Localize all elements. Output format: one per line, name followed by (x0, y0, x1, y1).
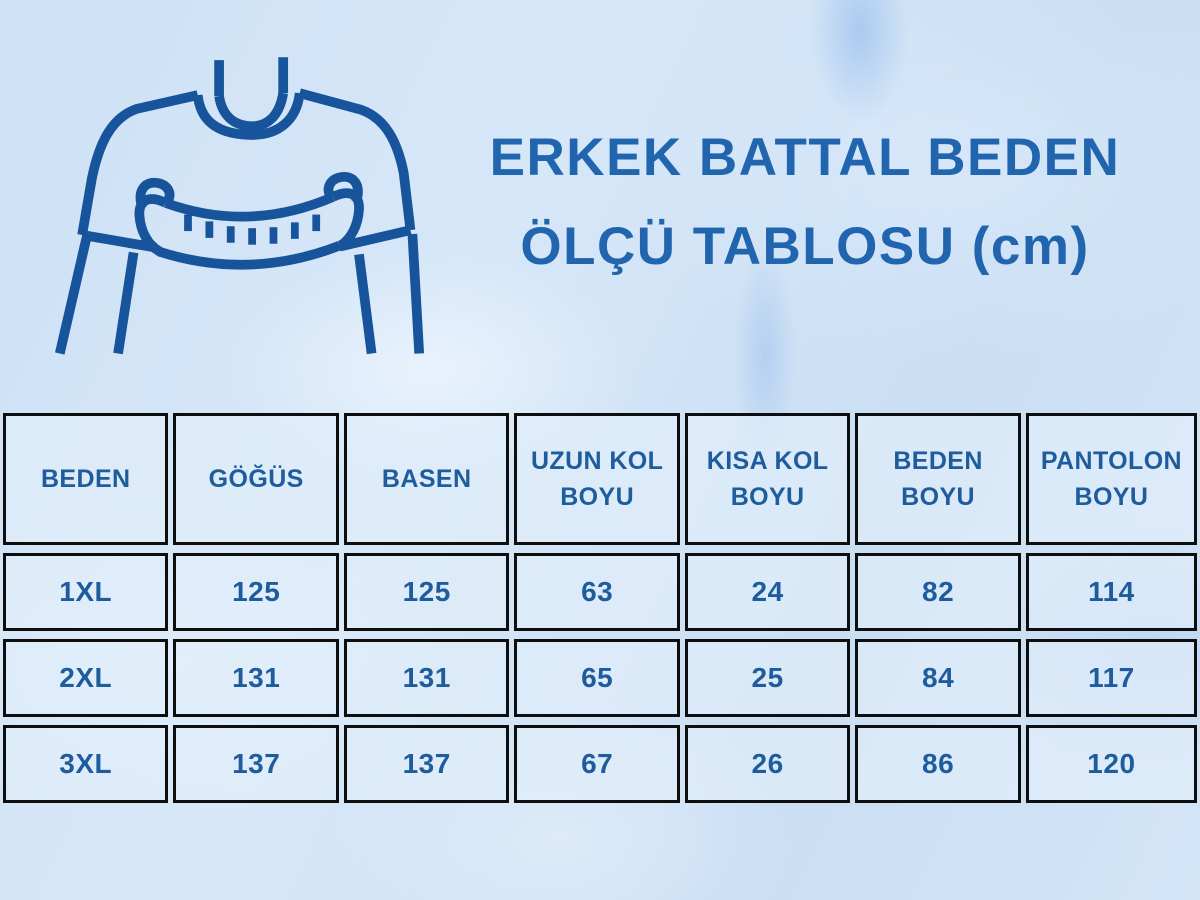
title-line-1: ERKEK BATTAL BEDEN (489, 128, 1121, 187)
table-cell: 25 (684, 639, 851, 717)
tape-right-flap (323, 172, 363, 204)
table-cell-size-2xl: 2XL (3, 639, 169, 717)
table-header-cell-pantolon: PANTOLON BOYU (1025, 413, 1197, 545)
right-sleeve-hem (338, 225, 412, 252)
table-cell: 137 (173, 725, 339, 803)
collar-inner (214, 92, 288, 132)
tape-bottom-edge (157, 241, 342, 270)
table-header-cell-uzun-kol: UZUN KOL BOYU (514, 413, 680, 545)
table-cell: 26 (684, 725, 851, 803)
table-cell-size-1xl: 1XL (3, 553, 169, 631)
table-cell: 82 (855, 553, 1021, 631)
left-sleeve-hem (81, 230, 157, 253)
hero-section: ERKEK BATTAL BEDEN ÖLÇÜ TABLOSU (cm) (0, 0, 1200, 413)
tape-tick-marks (184, 214, 321, 245)
right-shoulder-sleeve (298, 88, 416, 231)
table-cell: 86 (855, 725, 1021, 803)
table-header-cell-kisa-kol: KISA KOL BOYU (684, 413, 851, 545)
table-cell: 125 (343, 553, 510, 631)
table-cell: 84 (855, 639, 1021, 717)
table-header-cell-basen: BASEN (343, 413, 510, 545)
table-cell: 114 (1025, 553, 1197, 631)
table-cell: 67 (514, 725, 680, 803)
table-cell: 131 (343, 639, 510, 717)
tape-left-roll (134, 194, 168, 256)
table-cell: 125 (173, 553, 339, 631)
left-arm-inner (113, 251, 139, 355)
table-cell: 65 (514, 639, 680, 717)
tshirt-measuring-tape-illustration (55, 57, 425, 355)
title-line-2: ÖLÇÜ TABLOSU (cm) (520, 217, 1090, 276)
table-cell: 137 (343, 725, 510, 803)
tape-right-roll (330, 188, 364, 250)
table-cell: 131 (173, 639, 339, 717)
page-title: ERKEK BATTAL BEDEN ÖLÇÜ TABLOSU (cm) (448, 0, 1162, 404)
left-arm-outer (55, 238, 91, 355)
tape-top-edge (164, 192, 335, 222)
table-header-cell-beden: BEDEN (3, 413, 169, 545)
right-arm-outer (407, 233, 425, 354)
table-header-cell-beden-boyu: BEDEN BOYU (855, 413, 1021, 545)
table-cell: 24 (684, 553, 851, 631)
collar-outer (192, 92, 305, 140)
size-table: BEDEN GÖĞÜS BASEN UZUN KOL BOYU KISA KOL… (3, 413, 1197, 803)
table-cell: 63 (514, 553, 680, 631)
tape-left-flap (135, 177, 175, 210)
table-header-cell-gogus: GÖĞÜS (173, 413, 339, 545)
right-arm-inner (354, 253, 377, 355)
table-cell: 120 (1025, 725, 1197, 803)
left-shoulder-sleeve (77, 90, 199, 236)
table-cell-size-3xl: 3XL (3, 725, 169, 803)
table-cell: 117 (1025, 639, 1197, 717)
